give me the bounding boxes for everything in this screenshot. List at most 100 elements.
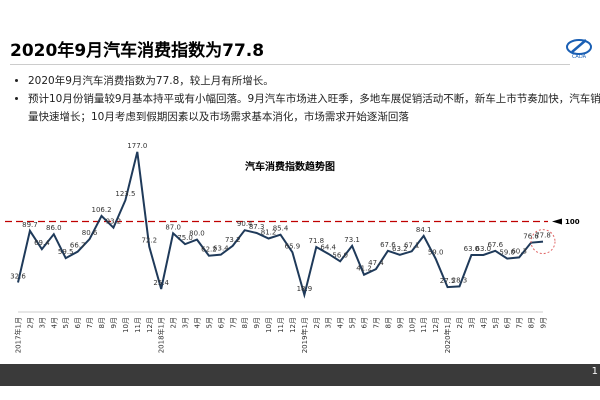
data-label: 73.2 [225,236,241,244]
x-tick-label: 5月 [62,317,70,328]
data-label: 87.0 [165,223,181,231]
data-label: 93.2 [106,218,122,226]
x-tick-label: 9月 [540,317,548,328]
x-tick-label: 3月 [325,317,333,328]
x-tick-label: 3月 [38,317,46,328]
data-label: 64.4 [320,244,336,252]
data-label: 76.6 [523,233,539,241]
x-tick-label: 7月 [86,317,94,328]
x-tick-label: 2月 [456,317,464,328]
x-tick-label: 11月 [277,317,285,333]
x-tick-label: 2月 [313,317,321,328]
x-tick-label: 7月 [372,317,380,328]
data-label: 63.4 [213,245,229,253]
data-label: 65.9 [285,242,301,250]
x-tick-label: 2018年1月 [157,317,166,353]
x-tick-label: 6月 [361,317,369,328]
data-label: 59.5 [58,248,74,256]
data-label: 60.3 [511,247,527,255]
x-tick-label: 12月 [432,317,440,333]
data-label: 18.9 [297,285,313,293]
data-label: 67.6 [380,241,396,249]
bullets: 2020年9月汽车消费指数为77.8，较上月有所增长。 预计10月份销量较9月基… [14,72,600,126]
data-label: 106.2 [91,206,111,214]
data-label: 41.2 [356,265,372,273]
chart-title: 汽车消费指数趋势图 [245,160,335,173]
x-tick-label: 2月 [26,317,34,328]
data-label: 56.0 [332,251,348,259]
data-label: 84.1 [416,226,432,234]
x-tick-label: 5月 [349,317,357,328]
data-label: 123.5 [115,190,135,198]
data-label: 66.7 [70,242,86,250]
series-line [17,151,544,299]
data-label: 67.6 [487,241,503,249]
x-tick-label: 11月 [420,317,428,333]
x-tick-label: 10月 [265,317,273,333]
slide-title: 2020年9月汽车消费指数为77.8 [10,41,265,61]
x-tick-label: 4月 [480,317,488,328]
x-tick-label: 8月 [241,317,249,328]
data-label: 90.4 [237,220,253,228]
x-tick-label: 9月 [110,317,118,328]
divider [10,64,570,65]
x-tick-label: 12月 [289,317,297,333]
x-tick-label: 8月 [528,317,536,328]
data-label: 67.1 [404,241,420,249]
data-label: 177.0 [127,142,147,150]
x-tick-label: 4月 [337,317,345,328]
data-label: 86.0 [46,224,62,232]
bullet: 2020年9月汽车消费指数为77.8，较上月有所增长。 [28,72,600,90]
data-label: 59.0 [499,249,515,257]
x-tick-label: 11月 [134,317,142,333]
x-tick-label: 7月 [229,317,237,328]
svg-text:CADA: CADA [572,54,587,60]
data-label: 89.7 [22,221,38,229]
data-label: 73.1 [344,236,360,244]
x-tick-label: 8月 [98,317,106,328]
data-label: 59.0 [428,249,444,257]
x-tick-label: 2019年1月 [300,317,309,353]
x-tick-label: 3月 [182,317,190,328]
x-tick-label: 9月 [396,317,404,328]
data-label: 27.5 [440,277,456,285]
x-tick-label: 4月 [193,317,201,328]
data-label: 85.4 [273,225,289,233]
x-tick-label: 7月 [516,317,524,328]
data-label: 77.8 [535,232,551,240]
data-label: 32.6 [10,272,26,280]
data-label: 81.2 [261,229,277,237]
x-tick-label: 8月 [384,317,392,328]
logo: CADA [566,39,592,60]
x-tick-label: 10月 [122,317,130,333]
x-tick-label: 2月 [170,317,178,328]
data-label: 28.3 [452,276,468,284]
data-label: 25.4 [153,279,169,287]
x-tick-label: 4月 [50,317,58,328]
data-label: 62.2 [201,246,217,254]
data-label: 71.8 [308,237,324,245]
footer-bar [0,364,600,386]
x-tick-label: 2020年1月 [443,317,452,353]
x-tick-label: 6月 [217,317,225,328]
data-label: 63.0 [464,245,480,253]
x-tick-label: 2017年1月 [14,317,23,353]
data-label: 69.4 [34,239,50,247]
data-label: 63.2 [392,245,408,253]
data-label: 80.6 [82,229,98,237]
x-tick-label: 3月 [468,317,476,328]
highlight-circle [530,229,556,255]
x-tick-label: 10月 [408,317,416,333]
x-tick-label: 6月 [74,317,82,328]
reference-arrow [552,218,562,225]
data-label: 75.0 [177,234,193,242]
x-tick-label: 9月 [253,317,261,328]
page-number: 1 [591,366,598,377]
data-label: 47.4 [368,259,384,267]
x-tick-label: 6月 [504,317,512,328]
chart: 汽车消费指数趋势图 100 32.6 2017年1月 89.7 2月 69.4 3月 86.0… [5,142,580,353]
bullet: 预计10月份销量较9月基本持平或有小幅回落。9月汽车市场进入旺季，多地车展促销活… [28,90,600,126]
x-tick-label: 12月 [146,317,154,333]
x-tick-label: 5月 [492,317,500,328]
